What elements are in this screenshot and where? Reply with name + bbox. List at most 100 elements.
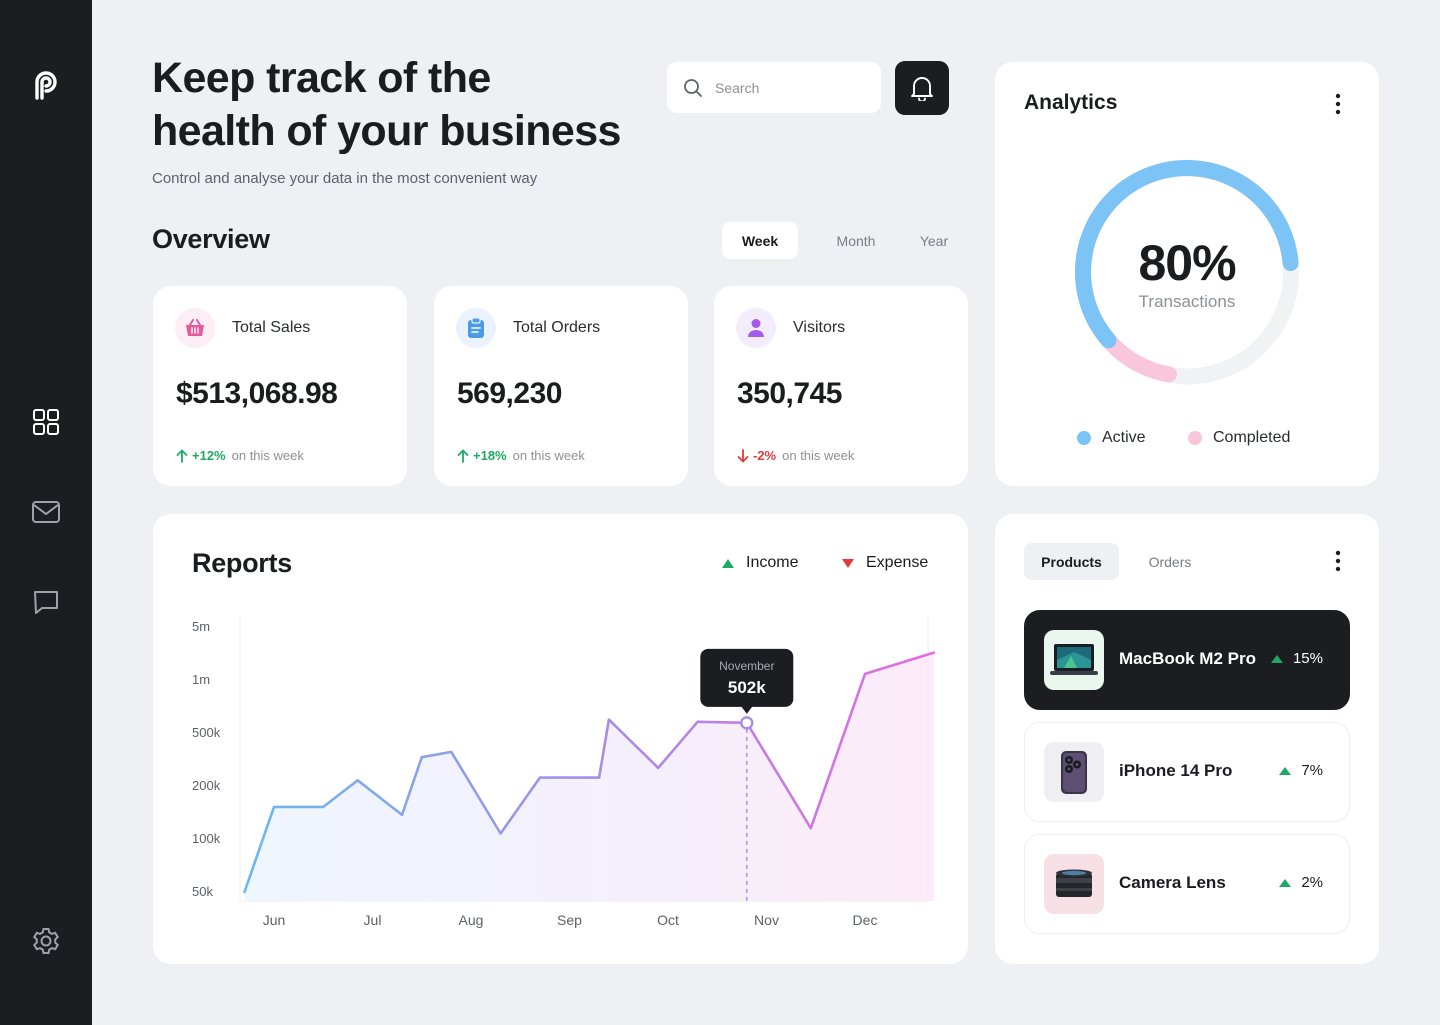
laptop-icon xyxy=(1044,630,1104,690)
legend-income-label: Income xyxy=(746,554,799,571)
y-tick-label: 5m xyxy=(192,619,210,634)
lens-icon xyxy=(1044,854,1104,914)
overview-title: Overview xyxy=(152,224,270,254)
x-tick-label: Oct xyxy=(657,912,679,928)
tooltip-value: 502k xyxy=(728,678,766,697)
dashboard-grid-icon[interactable] xyxy=(26,402,66,442)
more-options-icon[interactable] xyxy=(1326,92,1350,116)
triangle-up-icon xyxy=(1279,878,1292,887)
search-input[interactable] xyxy=(715,79,865,96)
triangle-up-icon xyxy=(1279,766,1292,775)
clipboard-icon xyxy=(456,308,496,348)
tooltip-tail xyxy=(740,705,753,714)
page-title-line-2: health of your business xyxy=(152,107,621,155)
notifications-button[interactable] xyxy=(895,61,949,115)
mail-icon[interactable] xyxy=(26,492,66,532)
product-change: 2% xyxy=(1279,874,1323,891)
x-tick-label: Dec xyxy=(853,912,878,928)
tab-orders[interactable]: Orders xyxy=(1148,553,1192,570)
product-change: 7% xyxy=(1279,762,1323,779)
product-row-camera-lens[interactable]: Camera Lens 2% xyxy=(1024,834,1350,934)
y-tick-label: 500k xyxy=(192,725,221,740)
stat-change-percent: +12% xyxy=(192,448,226,463)
tab-month[interactable]: Month xyxy=(836,232,876,249)
arrow-down-icon xyxy=(737,448,749,463)
x-tick-label: Jul xyxy=(364,912,382,928)
more-options-icon[interactable] xyxy=(1326,549,1350,573)
legend-completed-label: Completed xyxy=(1213,429,1291,446)
legend-active: Active xyxy=(1077,429,1146,447)
legend-income[interactable]: Income xyxy=(722,554,798,572)
product-name: MacBook M2 Pro xyxy=(1119,649,1256,668)
legend-completed-dot xyxy=(1188,431,1202,445)
page-subtitle: Control and analyse your data in the mos… xyxy=(152,170,538,187)
bell-icon xyxy=(911,77,933,101)
reports-card: Reports Income Expense 5m 1m 500k 200k 100k 5… xyxy=(153,514,968,964)
stat-change: +12% on this week xyxy=(176,448,304,463)
search-icon xyxy=(684,78,702,97)
sidebar xyxy=(0,0,92,1025)
chart-area-fill xyxy=(244,652,934,901)
product-change-percent: 7% xyxy=(1301,762,1323,779)
stat-label: Visitors xyxy=(793,319,846,336)
chat-icon[interactable] xyxy=(26,582,66,622)
stat-value: 350,745 xyxy=(737,377,842,410)
product-name: iPhone 14 Pro xyxy=(1119,761,1233,780)
phone-icon xyxy=(1044,742,1104,802)
triangle-up-icon xyxy=(1270,654,1283,663)
y-tick-label: 50k xyxy=(192,884,213,899)
x-tick-label: Jun xyxy=(263,912,286,928)
tab-year[interactable]: Year xyxy=(919,232,949,249)
tooltip-box xyxy=(700,648,794,707)
legend-active-dot xyxy=(1077,431,1091,445)
x-tick-label: Nov xyxy=(754,912,779,928)
stat-change-suffix: on this week xyxy=(512,448,585,463)
basket-icon xyxy=(175,308,215,348)
legend-completed: Completed xyxy=(1188,429,1290,447)
stat-value: $513,068.98 xyxy=(176,377,338,410)
y-tick-label: 1m xyxy=(192,672,210,687)
stat-value: 569,230 xyxy=(457,377,562,410)
stat-card-total-sales[interactable]: Total Sales $513,068.98 +12% on this wee… xyxy=(153,286,407,486)
legend-expense-label: Expense xyxy=(866,554,929,571)
product-change-percent: 15% xyxy=(1292,650,1323,667)
donut-active-arc xyxy=(1075,160,1299,349)
stat-card-visitors[interactable]: Visitors 350,745 -2% on this week xyxy=(714,286,968,486)
donut-value: 80% xyxy=(1138,235,1236,291)
legend-expense[interactable]: Expense xyxy=(842,554,928,572)
stat-label: Total Sales xyxy=(232,319,311,336)
tab-week[interactable]: Week xyxy=(722,222,798,259)
x-tick-label: Sep xyxy=(557,912,582,928)
arrow-up-icon xyxy=(457,448,469,463)
product-change: 15% xyxy=(1270,650,1323,667)
reports-line-chart: 5m 1m 500k 200k 100k 50k Jun Jul Aug Sep Oct Nov De… xyxy=(192,616,936,928)
x-tick-label: Aug xyxy=(459,912,484,928)
stat-change-suffix: on this week xyxy=(231,448,304,463)
arrow-up-icon xyxy=(176,448,188,463)
legend-active-label: Active xyxy=(1102,429,1146,446)
stat-change-suffix: on this week xyxy=(782,448,855,463)
period-tabs: Week Month Year xyxy=(722,222,954,259)
settings-gear-icon[interactable] xyxy=(26,921,66,961)
logo-icon[interactable] xyxy=(26,63,66,103)
stat-change-percent: +18% xyxy=(473,448,507,463)
product-row-iphone[interactable]: iPhone 14 Pro 7% xyxy=(1024,722,1350,822)
product-change-percent: 2% xyxy=(1301,874,1323,891)
y-tick-label: 200k xyxy=(192,778,221,793)
stat-change: +18% on this week xyxy=(457,448,585,463)
chart-highlight-point[interactable] xyxy=(740,716,754,730)
triangle-up-icon xyxy=(722,558,734,568)
reports-title: Reports xyxy=(192,548,292,578)
stat-label: Total Orders xyxy=(513,319,601,336)
search-bar[interactable] xyxy=(667,62,881,113)
chart-tooltip: November 502k xyxy=(700,648,794,714)
tooltip-month: November xyxy=(719,659,774,673)
product-name: Camera Lens xyxy=(1119,873,1226,892)
analytics-title: Analytics xyxy=(1024,91,1118,114)
tab-products[interactable]: Products xyxy=(1024,543,1119,580)
stat-card-total-orders[interactable]: Total Orders 569,230 +18% on this week xyxy=(434,286,688,486)
product-row-macbook[interactable]: MacBook M2 Pro 15% xyxy=(1024,610,1350,710)
stat-change: -2% on this week xyxy=(737,448,854,463)
chart-series-line xyxy=(243,651,936,894)
analytics-card: Analytics 80% Transactions Active Comple… xyxy=(995,62,1379,486)
